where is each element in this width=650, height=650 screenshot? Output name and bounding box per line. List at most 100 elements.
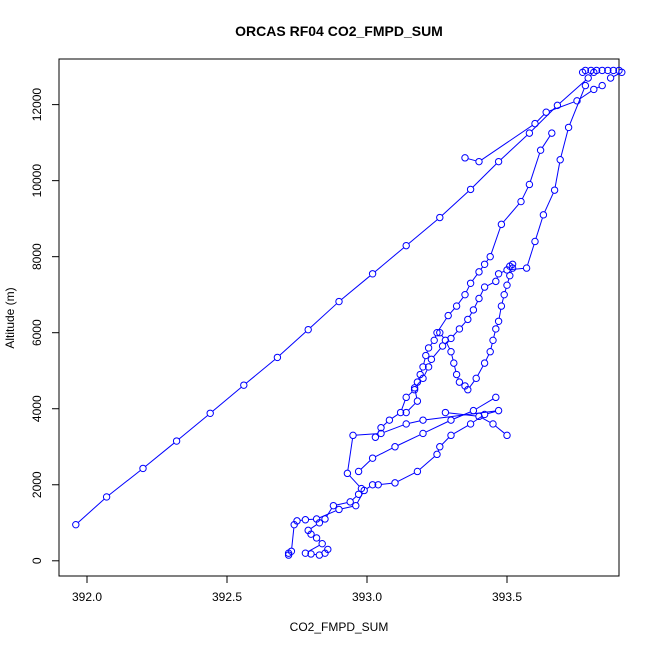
- series-4: [578, 66, 626, 82]
- series-line-segment: [341, 275, 371, 300]
- y-tick-label: 6000: [30, 319, 44, 346]
- data-point: [452, 302, 461, 310]
- data-point: [318, 539, 326, 548]
- data-point: [455, 325, 464, 333]
- data-point: [461, 382, 469, 390]
- data-point: [564, 123, 573, 132]
- data-point: [402, 408, 410, 417]
- data-point: [517, 197, 525, 206]
- data-point: [492, 277, 500, 286]
- series-line-segment: [559, 79, 587, 104]
- series-line-segment: [381, 482, 392, 485]
- data-point: [452, 370, 461, 379]
- data-point: [307, 550, 315, 558]
- data-point: [548, 129, 556, 137]
- data-point: [466, 185, 475, 194]
- data-point: [436, 329, 444, 337]
- x-tick-label: 393.0: [352, 590, 382, 604]
- x-tick-label: 393.5: [492, 590, 522, 604]
- series-line-segment: [541, 135, 551, 148]
- series-line-segment: [366, 486, 371, 490]
- data-point: [469, 406, 478, 415]
- data-point: [419, 363, 427, 371]
- series-line-segment: [397, 434, 421, 446]
- series-line-segment: [310, 524, 318, 529]
- series-line-segment: [544, 192, 554, 213]
- series-line-segment: [401, 400, 406, 410]
- series-line-segment: [430, 342, 433, 346]
- series-line-segment: [446, 342, 451, 350]
- data-point: [539, 211, 548, 219]
- series-line-segment: [391, 413, 399, 419]
- data-point: [357, 484, 366, 493]
- series-line-segment: [423, 358, 426, 364]
- data-point: [413, 467, 422, 476]
- x-tick-label: 392.5: [212, 590, 242, 604]
- series-line-segment: [212, 386, 242, 412]
- data-point: [391, 443, 399, 451]
- data-point: [606, 74, 615, 82]
- data-point: [494, 157, 503, 166]
- data-point: [604, 66, 612, 75]
- series-8: [354, 393, 500, 476]
- data-point: [139, 464, 147, 473]
- data-point: [354, 490, 363, 498]
- data-point: [441, 336, 450, 345]
- data-point: [447, 416, 455, 424]
- data-point: [410, 386, 419, 394]
- series-line-segment: [579, 90, 592, 100]
- data-point: [301, 549, 310, 557]
- chart-title: ORCAS RF04 CO2_FMPD_SUM: [235, 23, 443, 39]
- data-point: [433, 450, 441, 459]
- data-point: [402, 241, 410, 250]
- series-line-segment: [449, 308, 455, 314]
- series-line-segment: [376, 430, 380, 435]
- data-point: [441, 408, 450, 417]
- series-line-segment: [279, 331, 307, 356]
- series-line-segment: [245, 359, 276, 384]
- y-tick-label: 8000: [30, 243, 44, 270]
- series-line-segment: [504, 288, 507, 292]
- data-point: [486, 252, 494, 261]
- data-point: [506, 262, 514, 270]
- series-line-segment: [383, 424, 404, 433]
- data-point: [422, 351, 430, 360]
- data-point: [371, 433, 380, 441]
- series-line-segment: [419, 456, 435, 470]
- y-axis-label: Altitude (m): [3, 287, 17, 348]
- data-point: [377, 424, 385, 432]
- data-point: [531, 119, 539, 128]
- data-point: [489, 336, 497, 345]
- data-point: [374, 481, 382, 489]
- series-line-segment: [408, 219, 438, 244]
- data-point: [436, 443, 444, 451]
- data-point: [335, 505, 343, 514]
- data-point: [419, 416, 427, 424]
- y-tick-label: 0: [30, 557, 44, 564]
- series-3: [461, 81, 606, 166]
- series-line-segment: [503, 203, 520, 223]
- data-point: [480, 260, 489, 268]
- y-tick-label: 10000: [30, 164, 44, 198]
- series-line-segment: [477, 365, 484, 376]
- series-line-segment: [461, 321, 467, 327]
- data-point: [475, 294, 483, 303]
- data-point: [573, 97, 581, 105]
- series-line-segment: [472, 163, 497, 188]
- data-point: [461, 290, 469, 299]
- series-line-segment: [507, 278, 510, 283]
- series-line-segment: [486, 258, 489, 262]
- data-point: [343, 469, 352, 478]
- data-point: [497, 220, 506, 229]
- data-point: [72, 520, 80, 529]
- series-line-segment: [349, 475, 360, 487]
- series-line-segment: [77, 498, 105, 523]
- data-point: [430, 336, 438, 345]
- data-point: [315, 519, 324, 527]
- series-layer: [72, 66, 626, 559]
- series-line-segment: [108, 469, 141, 496]
- data-point: [609, 66, 618, 75]
- series-line-segment: [291, 527, 295, 549]
- data-point: [494, 406, 503, 415]
- series-line-segment: [409, 420, 420, 424]
